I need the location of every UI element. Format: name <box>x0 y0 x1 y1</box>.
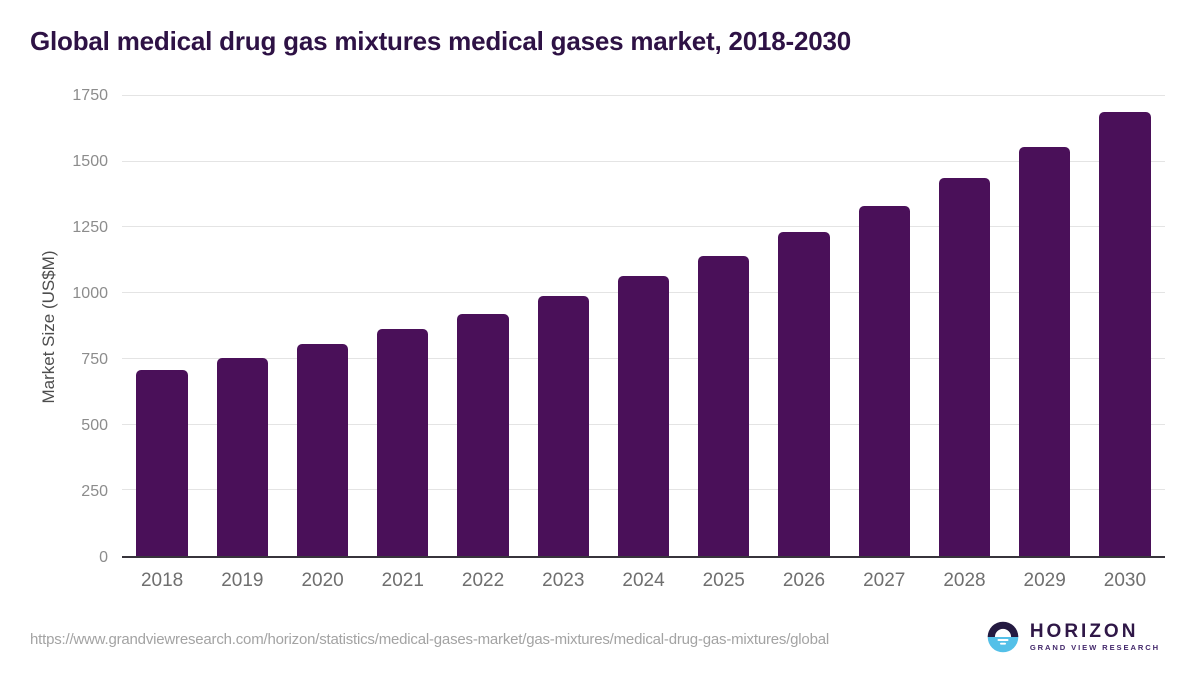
x-tick-label: 2028 <box>943 570 986 591</box>
bar-2018 <box>136 369 188 556</box>
logo-brand: HORIZON <box>1029 620 1139 642</box>
horizon-logo-icon <box>987 621 1019 653</box>
y-axis-ticks: 0 250 500 750 1000 1250 1500 1750 <box>38 87 108 566</box>
y-tick-label: 0 <box>99 549 108 566</box>
x-tick-label: 2022 <box>461 570 505 591</box>
y-tick-label: 1000 <box>72 285 108 302</box>
x-tick-label: 2020 <box>301 570 344 591</box>
bar-2024 <box>617 276 670 556</box>
bar-2029 <box>1019 146 1071 556</box>
bar-2030 <box>1099 111 1151 556</box>
x-tick-label: 2023 <box>542 570 585 591</box>
horizon-logo: HORIZON GRAND VIEW RESEARCH <box>986 617 1160 657</box>
bar-slot <box>1005 96 1085 556</box>
logo-text: HORIZON GRAND VIEW RESEARCH <box>1029 620 1160 653</box>
bar-slot <box>363 96 443 556</box>
bar-2025 <box>698 255 750 556</box>
bar-2019 <box>216 357 269 556</box>
bar-2028 <box>938 178 991 556</box>
x-tick-label: 2030 <box>1103 570 1147 591</box>
x-tick-label: 2019 <box>221 570 264 591</box>
plot-area <box>122 95 1165 558</box>
x-tick-label: 2029 <box>1023 570 1066 591</box>
bar-slot <box>282 96 362 556</box>
chart-title: Global medical drug gas mixtures medical… <box>30 26 852 56</box>
bar-slot <box>764 96 844 556</box>
bar-slot <box>924 96 1004 556</box>
gridline <box>122 95 1165 96</box>
bar-2023 <box>537 296 589 556</box>
source-url: https://www.grandviewresearch.com/horizo… <box>30 631 829 648</box>
y-tick-label: 1250 <box>72 219 108 236</box>
bar-slot <box>202 96 282 556</box>
gridline <box>122 160 1165 162</box>
y-tick-label: 750 <box>81 351 108 368</box>
bar-2022 <box>457 313 509 556</box>
bar-2027 <box>858 206 910 556</box>
y-tick-label: 250 <box>81 483 108 500</box>
y-tick-label: 500 <box>81 417 108 434</box>
x-tick-label: 2027 <box>863 570 906 591</box>
bar-slot <box>523 96 603 556</box>
x-tick-label: 2021 <box>381 570 424 591</box>
bars-group <box>122 96 1165 556</box>
x-tick-label: 2024 <box>622 570 665 591</box>
bar-slot <box>122 96 202 556</box>
x-tick-label: 2025 <box>702 570 745 591</box>
bar-2020 <box>296 344 349 556</box>
bar-slot <box>443 96 523 556</box>
x-axis-ticks: 2018 2019 2020 2021 2022 2023 2024 2025 2026 2027… <box>122 570 1165 596</box>
bar-slot <box>603 96 683 556</box>
x-tick-label: 2026 <box>782 570 826 591</box>
bar-slot <box>684 96 764 556</box>
bar-2026 <box>778 231 830 556</box>
bar-slot <box>844 96 924 556</box>
bar-2021 <box>377 328 429 556</box>
bar-slot <box>1085 96 1165 556</box>
x-tick-label: 2018 <box>140 570 184 591</box>
gridline <box>122 226 1165 228</box>
y-tick-label: 1500 <box>72 153 108 170</box>
logo-tagline: GRAND VIEW RESEARCH <box>1029 643 1160 653</box>
y-tick-label: 1750 <box>72 87 108 104</box>
